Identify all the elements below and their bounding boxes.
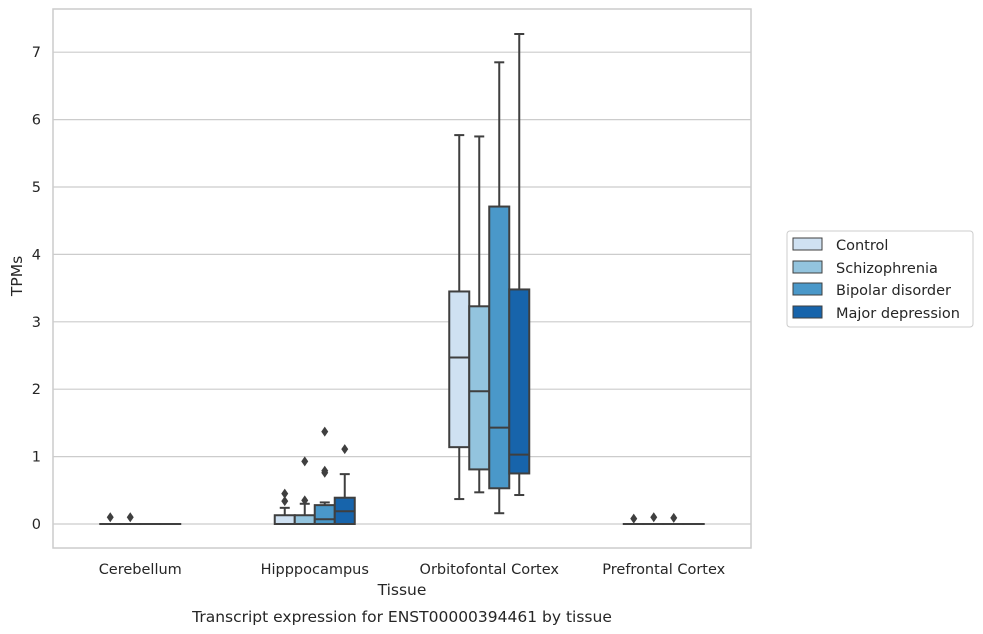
y-tick-label: 6 (32, 113, 41, 129)
legend-swatch-major-depression (792, 305, 823, 319)
y-tick-label: 3 (32, 315, 41, 331)
x-tick-label: Hipppocampus (261, 562, 369, 578)
x-tick-label: Cerebellum (99, 562, 182, 578)
y-tick-label: 2 (32, 382, 41, 398)
outlier-point (321, 426, 329, 437)
x-tick-label: Orbitofontal Cortex (420, 562, 560, 578)
x-tick-labels: Cerebellum Hipppocampus Orbitofontal Corte… (99, 562, 726, 578)
legend-label-major-depression: Major depression (836, 306, 960, 322)
legend-frame (786, 230, 974, 328)
box-body (448, 290, 471, 449)
box-body (293, 514, 316, 525)
legend: Control Schizophrenia Bipolar disorder M… (786, 230, 974, 328)
box-control (273, 488, 296, 525)
y-tick-label: 0 (32, 517, 41, 533)
chart-caption: Transcript expression for ENST0000039446… (191, 608, 612, 626)
outlier-point (126, 512, 134, 523)
y-axis-label: TPMs (8, 256, 26, 297)
box-control (99, 512, 122, 526)
legend-label-control: Control (836, 238, 888, 254)
outlier-point (650, 512, 658, 523)
box-body (313, 504, 336, 525)
outlier-point (670, 512, 678, 523)
x-axis-label: Tissue (377, 581, 427, 599)
grid-lines (53, 51, 751, 525)
box-body (468, 305, 491, 471)
box-bipolar-disorder (313, 426, 336, 525)
box-schizophrenia (468, 135, 491, 494)
legend-swatch-bipolar-disorder (792, 282, 823, 296)
box-control (448, 134, 471, 501)
boxes (99, 33, 705, 526)
legend-swatch-control (792, 237, 823, 251)
outlier-point (630, 513, 638, 524)
y-tick-label: 5 (32, 180, 41, 196)
y-tick-labels: 0 1 2 3 4 5 6 7 (32, 45, 41, 533)
y-tick-label: 1 (32, 450, 41, 466)
outlier-point (341, 444, 349, 455)
box-body (508, 288, 531, 475)
outlier-point (106, 512, 114, 523)
legend-swatch-schizophrenia (792, 260, 823, 274)
box-control (622, 513, 645, 526)
box-bipolar-disorder (488, 61, 511, 515)
outlier-point (281, 496, 289, 507)
outlier-point (301, 456, 309, 467)
outlier-point (301, 495, 309, 506)
y-tick-label: 4 (32, 247, 41, 263)
box-schizophrenia (293, 456, 316, 525)
box-schizophrenia (119, 512, 142, 526)
box-major-depression (508, 33, 531, 497)
legend-label-schizophrenia: Schizophrenia (836, 261, 938, 277)
box-major-depression (333, 444, 356, 525)
y-tick-label: 7 (32, 45, 41, 61)
box-schizophrenia (642, 512, 665, 526)
box-body (488, 205, 511, 490)
x-tick-label: Prefrontal Cortex (602, 562, 725, 578)
legend-label-bipolar-disorder: Bipolar disorder (836, 283, 951, 299)
outlier-point (321, 465, 329, 476)
plot-frame (52, 8, 752, 549)
box-body (273, 514, 296, 525)
outlier-point (281, 488, 289, 499)
box-bipolar-disorder (662, 512, 685, 526)
